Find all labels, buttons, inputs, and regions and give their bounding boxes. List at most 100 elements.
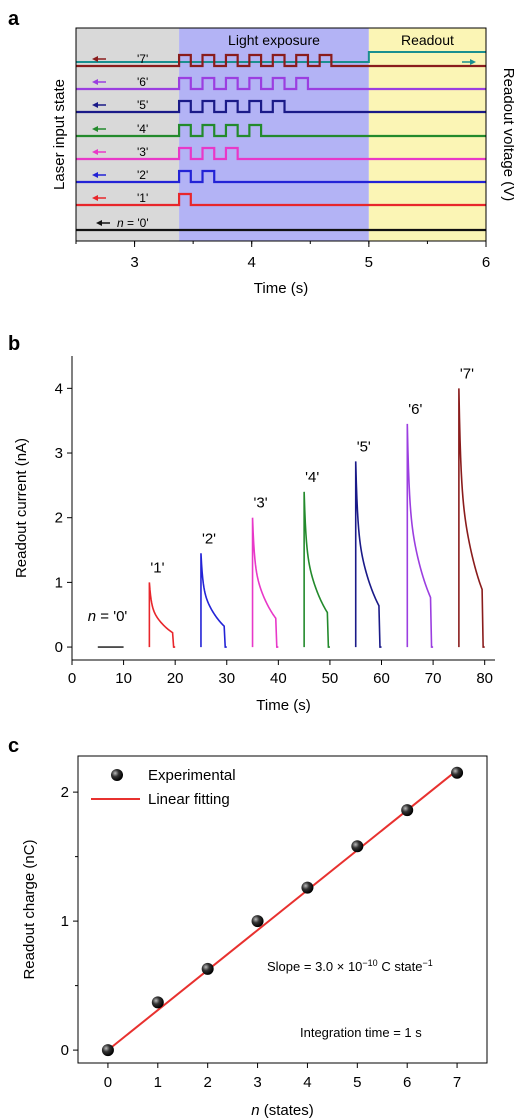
laser-arrow-head-5 <box>92 102 98 108</box>
laser-trace-3 <box>76 146 486 161</box>
current-trace-label-0: '1' <box>150 559 164 576</box>
laser-trace-6 <box>76 76 486 91</box>
laser-arrow-head-1 <box>92 195 98 201</box>
data-point-2 <box>201 962 214 975</box>
linear-fit-line <box>107 769 458 1051</box>
data-point-3 <box>251 915 264 928</box>
panel-a-letter: a <box>8 8 20 30</box>
laser-label-4: '4' <box>137 122 148 136</box>
panel-b-x-label: Time (s) <box>256 697 310 714</box>
panel-a-x-ticks: 3 4 5 6 <box>75 241 490 271</box>
data-point-4 <box>301 881 314 894</box>
c-xtick-label-4: 4 <box>303 1074 311 1091</box>
c-frame <box>77 755 488 1064</box>
panel-c: c 0 1 2 0 1 2 3 4 5 6 7 Experimental Linear fittin… <box>8 735 488 1119</box>
light-exposure-label: Light exposure <box>228 32 320 48</box>
panel-c-letter: c <box>8 735 19 757</box>
slope-annotation: Slope = 3.0 × 10−10 C state−1 <box>267 958 433 974</box>
c-xlabel-n: n <box>251 1102 259 1119</box>
laser-arrow-head-6 <box>92 79 98 85</box>
data-point-0 <box>101 1044 114 1057</box>
panel-a-x-label: Time (s) <box>254 280 308 297</box>
c-xtick-label-1: 1 <box>154 1074 162 1091</box>
laser-label-n: n <box>117 216 124 230</box>
trace-baseline-label-value: = '0' <box>96 608 127 625</box>
current-traces: n = '0' '1' '2' '3' '4' '5' '6' '7' <box>88 365 485 648</box>
legend-experimental-label: Experimental <box>148 767 236 784</box>
laser-traces: n = '0' '1' '2' '3' '4' '5' '6' '7' <box>76 51 486 232</box>
b-xtick-label-10: 10 <box>115 670 132 687</box>
b-xtick-label-40: 40 <box>270 670 287 687</box>
c-xlabel-rest: (states) <box>260 1102 314 1119</box>
data-point-6 <box>401 804 414 817</box>
c-xtick-label-6: 6 <box>403 1074 411 1091</box>
c-ytick-label-2: 2 <box>61 784 69 801</box>
data-point-7 <box>451 766 464 779</box>
panel-b-y-label: Readout current (nA) <box>13 438 30 578</box>
laser-arrow-head-2 <box>92 172 98 178</box>
current-trace-label-5: '6' <box>408 401 422 418</box>
slope-exponent: −10 <box>362 958 377 968</box>
b-ytick-label-0: 0 <box>55 639 63 656</box>
dark-region <box>76 28 180 241</box>
laser-label-0: n = '0' <box>117 216 149 230</box>
readout-region <box>368 28 486 241</box>
panel-c-y-label: Readout charge (nC) <box>21 839 38 979</box>
laser-arrow-head-0 <box>96 220 102 226</box>
laser-label-7: '7' <box>137 52 148 66</box>
b-xtick-label-0: 0 <box>68 670 76 687</box>
c-xtick-label-5: 5 <box>353 1074 361 1091</box>
laser-label-3: '3' <box>137 145 148 159</box>
current-trace-6 <box>458 388 485 648</box>
current-trace-1 <box>200 553 227 648</box>
readout-voltage-trace <box>76 51 486 63</box>
current-trace-5 <box>406 423 434 648</box>
laser-label-1: '1' <box>137 191 148 205</box>
b-xtick-label-20: 20 <box>167 670 184 687</box>
a-xtick-label-3: 3 <box>130 254 138 271</box>
current-trace-label-4: '5' <box>357 438 371 455</box>
c-xtick-label-3: 3 <box>253 1074 261 1091</box>
laser-label-5: '5' <box>137 98 148 112</box>
c-ytick-label-1: 1 <box>61 913 69 930</box>
panel-a-y-label-right: Readout voltage (V) <box>500 68 514 201</box>
laser-trace-2 <box>76 169 486 184</box>
a-xtick-label-6: 6 <box>482 254 490 271</box>
laser-arrow-head-7 <box>92 56 98 62</box>
slope-unit-exponent: −1 <box>423 958 433 968</box>
experimental-points <box>101 766 464 1057</box>
b-ytick-label-3: 3 <box>55 445 63 462</box>
c-ytick-label-0: 0 <box>61 1042 69 1059</box>
current-trace-0 <box>148 582 176 648</box>
data-point-5 <box>351 840 364 853</box>
panel-c-x-label: n (states) <box>251 1102 314 1119</box>
current-trace-label-6: '7' <box>460 365 474 382</box>
current-trace-label-3: '4' <box>305 469 319 486</box>
a-xtick-label-4: 4 <box>248 254 256 271</box>
current-trace-label-2: '3' <box>254 495 268 512</box>
b-ytick-label-1: 1 <box>55 574 63 591</box>
laser-arrow-head-3 <box>92 149 98 155</box>
legend-fit-label: Linear fitting <box>148 791 230 808</box>
current-trace-label-1: '2' <box>202 530 216 547</box>
laser-trace-1 <box>76 192 486 207</box>
c-xtick-label-7: 7 <box>453 1074 461 1091</box>
b-xtick-label-70: 70 <box>425 670 442 687</box>
laser-label-2: '2' <box>137 168 148 182</box>
laser-trace-4 <box>76 123 486 138</box>
light-exposure-region <box>179 28 369 241</box>
b-ytick-label-4: 4 <box>55 380 63 397</box>
b-xtick-label-80: 80 <box>476 670 493 687</box>
b-xtick-label-50: 50 <box>322 670 339 687</box>
integration-annotation: Integration time = 1 s <box>300 1025 422 1040</box>
readout-arrow-head <box>470 59 476 65</box>
b-xtick-label-60: 60 <box>373 670 390 687</box>
slope-unit: C state <box>378 959 423 974</box>
laser-arrow-head-4 <box>92 126 98 132</box>
c-xtick-label-0: 0 <box>104 1074 112 1091</box>
b-xtick-label-30: 30 <box>218 670 235 687</box>
laser-trace-5 <box>76 99 486 114</box>
current-trace-3 <box>303 491 330 648</box>
